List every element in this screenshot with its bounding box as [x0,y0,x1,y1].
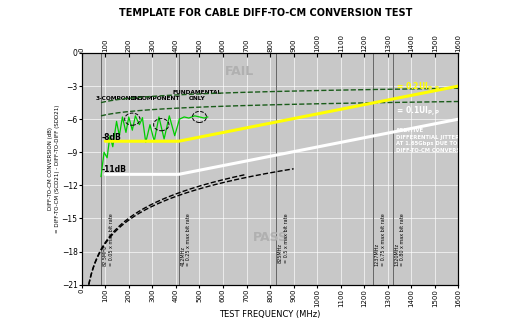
Text: 2-COMPONENT: 2-COMPONENT [132,96,180,101]
X-axis label: TEST FREQUENCY (MHz): TEST FREQUENCY (MHz) [219,309,321,319]
Text: PASS: PASS [252,230,288,244]
Y-axis label: DIFF-TO-CM CONVERSION (dB)
= DIFF-TO-CM (SCD21) - DIFF-TO-DIFF (SDD21): DIFF-TO-CM CONVERSION (dB) = DIFF-TO-CM … [48,105,60,233]
Text: 412MHz
= 0.25 x max bit rate: 412MHz = 0.25 x max bit rate [181,213,191,266]
Text: 825MHz
= 0.5 x max bit rate: 825MHz = 0.5 x max bit rate [278,213,289,262]
Text: TEMPLATE FOR CABLE DIFF-TO-CM CONVERSION TEST: TEMPLATE FOR CABLE DIFF-TO-CM CONVERSION… [120,8,413,18]
Text: FUNDAMENTAL
ONLY: FUNDAMENTAL ONLY [172,90,222,101]
Text: 3-COMPONENT: 3-COMPONENT [95,96,143,101]
Text: FAIL: FAIL [225,65,254,78]
Text: -11dB: -11dB [102,166,127,174]
Text: 1237MHz
= 0.75 x max bit rate: 1237MHz = 0.75 x max bit rate [375,213,386,266]
Text: 82.5MHz
= 0.05 x max bit rate: 82.5MHz = 0.05 x max bit rate [103,213,114,266]
Text: 1320MHz
= 0.80 x max bit rate: 1320MHz = 0.80 x max bit rate [394,213,405,266]
Text: ADDITIVE
DIFFERENTIAL JITTER
AT 1.65Gbps DUE TO
DIFF-TO-CM CONVERSION: ADDITIVE DIFFERENTIAL JITTER AT 1.65Gbps… [396,128,471,153]
Text: = 0.1UI$_{\mathregular{P,P}}$: = 0.1UI$_{\mathregular{P,P}}$ [396,105,441,118]
Text: = 0.2UI$_{\mathregular{P,P}}$: = 0.2UI$_{\mathregular{P,P}}$ [396,80,440,94]
Text: -8dB: -8dB [102,133,122,142]
